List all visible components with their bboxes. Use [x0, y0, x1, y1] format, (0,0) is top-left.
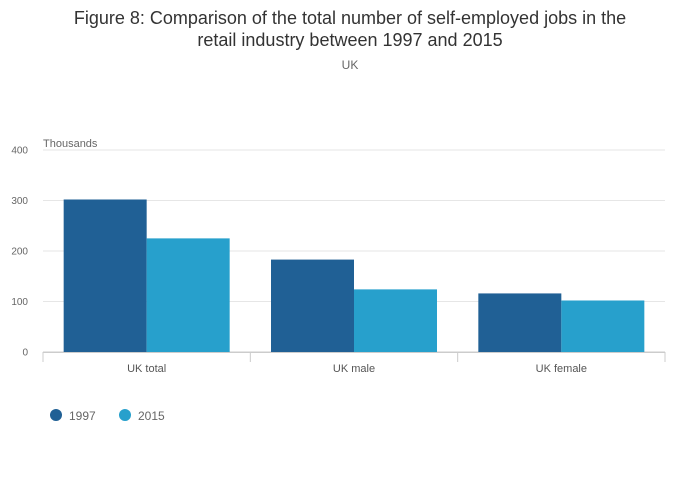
y-tick-label: 100: [11, 297, 28, 308]
bar-2015-uk-female[interactable]: [561, 300, 645, 352]
legend: 1997 2015: [50, 409, 165, 423]
bar-1997-uk-total[interactable]: [63, 199, 147, 352]
bar-2015-uk-total[interactable]: [146, 238, 230, 352]
legend-swatch-1997[interactable]: [50, 409, 62, 421]
y-tick-label: 0: [22, 348, 28, 359]
chart-title-line-2: retail industry between 1997 and 2015: [197, 30, 502, 50]
y-tick-label: 400: [11, 146, 28, 157]
legend-label-2015[interactable]: 2015: [138, 409, 165, 423]
x-tick-label: UK total: [127, 363, 166, 375]
y-tick-label: 200: [11, 247, 28, 258]
bars: [63, 199, 645, 352]
chart-title-line-1: Figure 8: Comparison of the total number…: [74, 8, 626, 28]
bar-2015-uk-male[interactable]: [354, 289, 437, 352]
bar-1997-uk-female[interactable]: [478, 293, 562, 352]
legend-label-1997[interactable]: 1997: [69, 409, 96, 423]
legend-swatch-2015[interactable]: [119, 409, 131, 421]
x-axis: UK total UK male UK female: [42, 352, 666, 375]
x-tick-label: UK male: [333, 363, 375, 375]
chart-subtitle: UK: [342, 58, 359, 72]
y-axis-unit-label: Thousands: [43, 138, 98, 150]
y-tick-label: 300: [11, 196, 28, 207]
bar-1997-uk-male[interactable]: [271, 259, 354, 352]
x-tick-label: UK female: [536, 363, 587, 375]
